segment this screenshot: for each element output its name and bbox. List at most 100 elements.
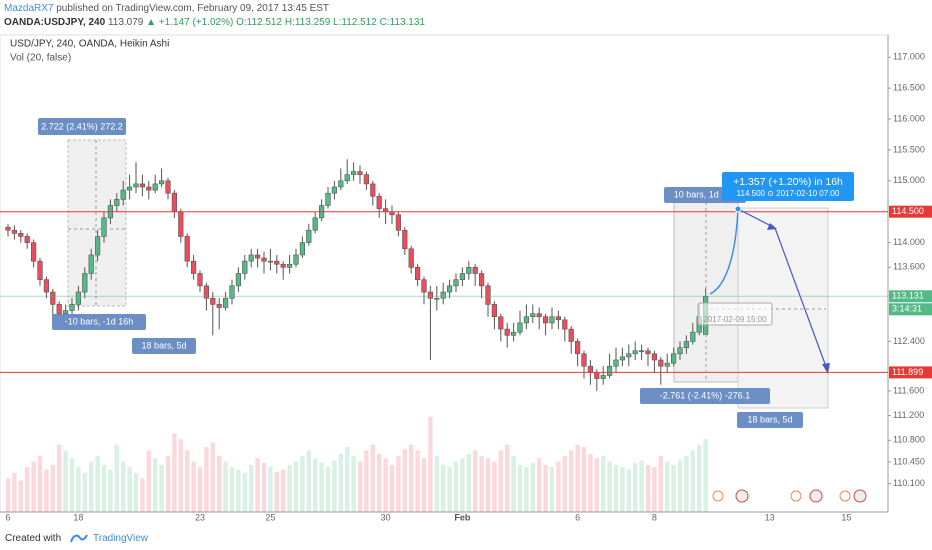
candle-body	[178, 211, 184, 237]
volume-bar	[114, 444, 119, 512]
y-tick-label: 111.600	[893, 385, 924, 395]
volume-bar	[479, 456, 484, 512]
date-label	[697, 302, 773, 326]
volume-bar	[601, 456, 606, 512]
brand[interactable]: TradingView	[93, 533, 149, 544]
candle-body	[421, 279, 427, 293]
volume-bar	[242, 472, 247, 512]
volume-bar	[229, 467, 235, 512]
volume-bar	[268, 467, 273, 512]
volume-bar	[639, 460, 644, 512]
measure-text: 2.722 (2.41%) 272.2	[41, 121, 123, 131]
volume-bar	[511, 456, 516, 512]
volume-bar	[159, 464, 164, 512]
candle-body	[434, 297, 440, 300]
y-tick-label: 110.800	[893, 435, 925, 445]
candle-body	[197, 273, 203, 287]
candle-body	[530, 313, 536, 318]
y-tick-label: 111.200	[893, 410, 924, 420]
volume-bar	[89, 461, 94, 512]
candle-body	[459, 273, 466, 280]
candle-body	[248, 254, 254, 262]
header: MazdaRX7 published on TradingView.com, F…	[0, 0, 932, 34]
volume-bar	[575, 444, 580, 512]
volume-bar	[537, 458, 542, 512]
candle-body	[18, 233, 24, 237]
volume-bar	[677, 460, 683, 512]
candle-body	[574, 341, 581, 355]
events	[712, 489, 867, 503]
candle-body	[478, 273, 485, 287]
candle-body	[632, 350, 638, 355]
volume-bar	[37, 456, 43, 512]
candle-body	[312, 217, 318, 231]
volume-bar	[191, 461, 196, 512]
y-tick-label: 112.400	[893, 336, 925, 346]
volume-bar	[345, 447, 350, 512]
candle-body	[306, 229, 312, 243]
volume-bar	[63, 450, 68, 512]
forecast-label	[722, 172, 854, 201]
volume-bar	[377, 453, 382, 512]
volume-bar	[658, 456, 663, 512]
y-tick-label: 116.000	[893, 113, 925, 123]
candle-body	[510, 331, 517, 336]
candle-body	[600, 375, 606, 379]
candle-body	[242, 260, 248, 274]
volume-bar	[293, 461, 299, 512]
candle-body	[184, 236, 190, 262]
event-icon	[790, 490, 802, 502]
candle-body	[82, 273, 88, 293]
candle-body	[75, 291, 81, 305]
forecast-text: +1.357 (+1.20%) in 16h	[733, 176, 843, 188]
volume-bar	[690, 450, 695, 512]
candle-body	[24, 236, 30, 243]
volume-bar	[581, 447, 587, 512]
volume-bar	[671, 464, 676, 512]
candle-body	[62, 310, 69, 314]
candle-body	[690, 331, 696, 342]
candle-body	[395, 214, 402, 231]
volume-bar	[505, 444, 510, 512]
candle-body	[562, 319, 568, 330]
volume-bar	[530, 462, 535, 512]
arrow-head	[767, 223, 777, 230]
candle-body	[542, 316, 549, 324]
candle-body	[626, 353, 632, 358]
candle-body	[267, 260, 274, 263]
candle-body	[485, 285, 491, 305]
candle-body	[210, 297, 216, 305]
candle-body	[523, 316, 529, 324]
volume-bar	[447, 467, 452, 512]
author[interactable]: MazdaRX7	[4, 3, 54, 14]
volume-bar	[204, 447, 209, 512]
volume-bar	[153, 458, 158, 512]
event-icon	[735, 489, 749, 503]
candle-body	[504, 328, 510, 336]
candle-body	[408, 248, 414, 268]
volume-bar	[185, 450, 190, 512]
volume-bar	[223, 461, 228, 512]
candle-body	[50, 291, 56, 305]
candle-body	[274, 260, 280, 265]
candle-body	[555, 316, 561, 321]
event-icon	[853, 489, 867, 503]
candle-body	[216, 304, 222, 308]
candle-body	[101, 217, 107, 237]
volume-bar	[402, 449, 407, 512]
created-with: Created with	[5, 533, 62, 544]
volume-bar	[217, 456, 222, 512]
volume-bar	[165, 456, 171, 512]
logo	[70, 534, 88, 543]
candle-body	[472, 267, 478, 274]
volume-bar	[370, 444, 375, 512]
candle-body	[664, 362, 670, 367]
price-label-box	[889, 290, 932, 303]
volume	[5, 416, 708, 512]
volume-bar	[428, 416, 433, 512]
measure-text: 10 bars, 1d 16h	[674, 189, 737, 199]
volume-bar	[645, 464, 651, 512]
volume-bar	[31, 461, 36, 512]
candle-body	[293, 254, 299, 265]
volume-bar	[498, 450, 503, 512]
